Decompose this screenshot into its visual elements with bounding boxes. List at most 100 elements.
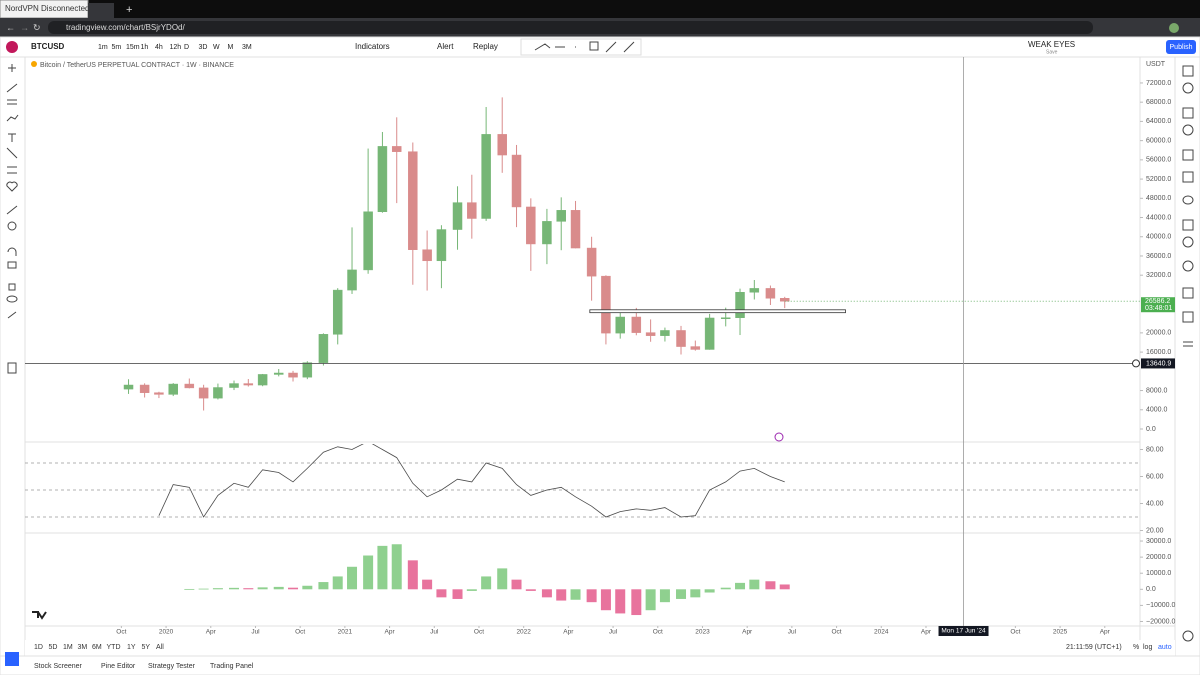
new-tab[interactable]: + — [126, 4, 132, 16]
symbol[interactable]: BTCUSD — [31, 42, 65, 51]
alert[interactable]: Alert — [437, 42, 454, 51]
right-sidebar — [1174, 56, 1200, 658]
histogram-bar — [631, 589, 642, 616]
replay[interactable]: Replay — [473, 42, 498, 51]
x-tick-label: Oct — [116, 629, 126, 636]
candle-body — [184, 383, 195, 389]
histogram-bar — [765, 581, 776, 590]
candle-body — [318, 334, 329, 363]
histogram-bar — [525, 589, 536, 591]
interval[interactable]: 4h — [155, 44, 163, 51]
histogram-bar — [257, 587, 268, 590]
histogram-bar — [511, 579, 522, 590]
bottom-tab[interactable]: Trading Panel — [210, 663, 254, 670]
y-tick-label: 40.00 — [1146, 500, 1164, 507]
interval[interactable]: 15m — [126, 44, 140, 51]
interval[interactable]: 1m — [98, 44, 108, 51]
reload[interactable]: ↻ — [33, 22, 41, 32]
save[interactable]: Save — [1046, 49, 1058, 55]
publish[interactable]: Publish — [1170, 44, 1193, 51]
profile[interactable] — [1169, 23, 1179, 33]
event-marker[interactable] — [774, 432, 784, 442]
range-button[interactable]: YTD — [107, 644, 121, 651]
candle-body — [347, 269, 357, 291]
candle-body — [213, 387, 223, 399]
histogram-bar — [720, 587, 731, 590]
candle-body — [720, 317, 731, 319]
y-tick-label: 80.00 — [1146, 446, 1164, 453]
candle-body — [690, 346, 701, 350]
panel-toggle[interactable] — [5, 652, 19, 666]
countdown: 03:48:01 — [1145, 305, 1172, 312]
interval[interactable]: 12h — [170, 44, 182, 51]
histogram-bar — [704, 589, 715, 593]
bottom-tab[interactable]: Pine Editor — [101, 663, 136, 670]
range-button[interactable]: 5Y — [142, 644, 151, 651]
tool-icons[interactable] — [6, 64, 19, 374]
forward[interactable]: → — [20, 22, 29, 32]
percent[interactable]: % — [1133, 644, 1139, 651]
sidebar-icons[interactable] — [1182, 65, 1194, 642]
candle-body — [497, 134, 507, 156]
interval[interactable]: D — [184, 44, 189, 51]
axis-unit: USDT — [1146, 61, 1166, 68]
histogram-bar — [600, 589, 611, 611]
candle-body — [452, 202, 463, 230]
histogram-bar — [288, 587, 299, 590]
y-tick-label: 72000.0 — [1146, 80, 1171, 87]
interval[interactable]: 5m — [112, 44, 122, 51]
crosshair-x-label: Mon 17 Jun '24 — [941, 628, 986, 635]
x-tick-label: Jul — [251, 629, 260, 636]
interval[interactable]: M — [228, 44, 234, 51]
y-tick-label: 32000.0 — [1146, 272, 1171, 279]
candle-body — [467, 202, 477, 219]
range-button[interactable]: 3M — [78, 644, 88, 651]
publish-button[interactable] — [1166, 40, 1196, 54]
range-button[interactable]: 1D — [34, 644, 43, 651]
back[interactable]: ← — [6, 22, 15, 32]
histogram-bar — [452, 589, 463, 599]
range-button[interactable]: 6M — [92, 644, 102, 651]
candle-body — [243, 383, 254, 386]
bottom-tab[interactable]: Strategy Tester — [148, 663, 196, 670]
candle-body — [749, 288, 760, 293]
y-tick-label: −20000.0 — [1146, 618, 1175, 625]
bottom-tab[interactable]: Stock Screener — [34, 663, 83, 670]
candle-body — [542, 221, 552, 245]
rsi-line — [158, 444, 785, 518]
candle-body — [154, 392, 164, 395]
interval[interactable]: 3M — [242, 44, 252, 51]
x-tick-label: Jul — [430, 629, 439, 636]
avatar[interactable] — [6, 41, 18, 53]
range-button[interactable]: 1M — [63, 644, 73, 651]
x-tick-label: Jul — [788, 629, 797, 636]
histogram-bar — [481, 576, 492, 590]
histogram-bar — [586, 589, 597, 603]
indicators[interactable]: Indicators — [355, 42, 390, 51]
x-tick-label: Apr — [563, 629, 574, 636]
url-field[interactable] — [48, 21, 1093, 34]
symbol-logo — [31, 61, 37, 67]
histogram-bar — [735, 582, 746, 590]
log[interactable]: log — [1143, 644, 1152, 651]
interval[interactable]: 3D — [199, 44, 208, 51]
tab[interactable] — [88, 3, 114, 18]
y-tick-label: 44000.0 — [1146, 214, 1171, 221]
candle-body — [332, 289, 343, 335]
interval[interactable]: 1h — [141, 44, 149, 51]
interval[interactable]: W — [213, 44, 220, 51]
auto[interactable]: auto — [1158, 644, 1172, 651]
candles — [123, 97, 846, 411]
histogram-bar — [184, 588, 195, 590]
candle-body — [586, 247, 597, 277]
range-button[interactable]: 5D — [49, 644, 58, 651]
drawing-tools[interactable] — [534, 41, 635, 53]
y-tick-label: 20.00 — [1146, 527, 1164, 534]
layout-name[interactable]: WEAK EYES — [1028, 40, 1075, 49]
x-tick-label: Apr — [921, 629, 932, 636]
candle-body — [363, 211, 373, 271]
range-button[interactable]: All — [156, 644, 164, 651]
range-button[interactable]: 1Y — [127, 644, 136, 651]
crosshair-menu[interactable] — [1132, 359, 1140, 368]
x-tick-label: 2022 — [516, 629, 531, 636]
